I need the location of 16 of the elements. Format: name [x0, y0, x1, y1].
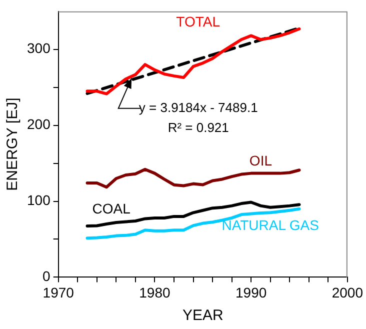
x-tick-label: 1980 — [139, 284, 170, 300]
annotation: R² = 0.921 — [168, 120, 229, 135]
x-tick-label: 1970 — [42, 284, 74, 300]
x-tick-label: 2000 — [332, 284, 364, 300]
annotation: y = 3.9184x - 7489.1 — [138, 100, 258, 115]
y-axis-title: ENERGY [EJ] — [4, 98, 22, 191]
series-label: COAL — [92, 200, 131, 216]
series-label: OIL — [249, 152, 272, 169]
x-tick-label: 1990 — [235, 284, 267, 300]
y-tick-label: 200 — [27, 116, 51, 132]
series-label: TOTAL — [176, 14, 220, 30]
y-tick-label: 300 — [27, 40, 51, 56]
y-tick-label: 100 — [27, 192, 51, 208]
series-label: NATURAL GAS — [222, 217, 319, 234]
y-tick-label: 0 — [42, 268, 51, 284]
x-axis-title: YEAR — [182, 307, 224, 324]
